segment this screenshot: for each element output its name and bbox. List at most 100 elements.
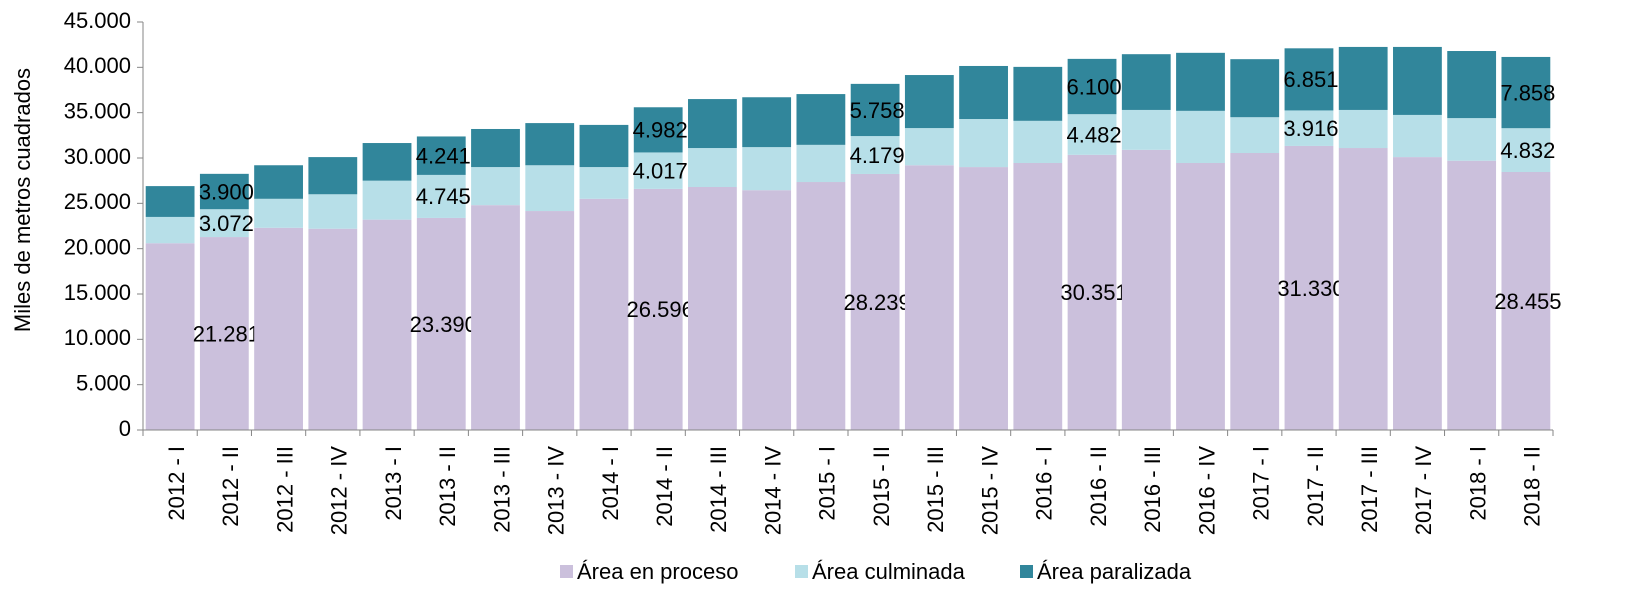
bar-segment: [959, 65, 1008, 120]
data-label: 3.916: [1283, 116, 1338, 141]
bar-segment: [471, 128, 520, 168]
y-tick-label: 30.000: [64, 144, 131, 169]
bar-segment: [525, 165, 575, 212]
bar-segment: [199, 173, 249, 210]
x-tick-label: 2013 - I: [381, 446, 406, 521]
bar-segment: [1121, 54, 1171, 110]
bar-segment: [525, 123, 575, 166]
bar-segment: [471, 167, 520, 206]
bar-segment: [199, 209, 249, 238]
x-tick-label: 2016 - II: [1086, 446, 1111, 527]
bar-segment: [254, 227, 303, 430]
x-tick-label: 2014 - III: [706, 446, 731, 533]
bar-segment: [145, 243, 195, 430]
bar-segment: [1284, 48, 1334, 111]
data-label: 3.072: [199, 211, 254, 236]
data-label: 5.758: [850, 98, 905, 123]
bar-segment: [1501, 172, 1551, 430]
bar-segment: [688, 187, 737, 430]
bar-segment: [742, 97, 792, 148]
bar-segment: [1501, 56, 1551, 129]
legend-swatch: [560, 565, 573, 578]
bar-segment: [796, 94, 846, 145]
bar-segment: [1447, 160, 1497, 430]
bar-segment: [362, 143, 412, 181]
bar-segment: [796, 144, 846, 183]
data-label: 28.455: [1494, 289, 1561, 314]
x-tick-label: 2014 - II: [652, 446, 677, 527]
bar-segment: [633, 152, 683, 189]
bar-segment: [525, 211, 575, 430]
data-label: 6.851: [1283, 67, 1338, 92]
bar-segment: [1501, 128, 1551, 173]
legend-label: Área paralizada: [1037, 559, 1192, 584]
x-tick-label: 2016 - I: [1032, 446, 1057, 521]
bar-segment: [1338, 109, 1388, 149]
y-tick-label: 25.000: [64, 189, 131, 214]
bar-segment: [1230, 117, 1280, 154]
bar-segment: [742, 147, 792, 191]
x-tick-label: 2018 - I: [1465, 446, 1490, 521]
bar-segment: [1393, 114, 1442, 158]
bar-segment: [850, 136, 900, 174]
y-tick-label: 20.000: [64, 234, 131, 259]
bar-segment: [1121, 149, 1171, 430]
y-tick-label: 45.000: [64, 8, 131, 33]
bar-segment: [416, 136, 466, 175]
data-label: 6.100: [1067, 74, 1122, 99]
x-tick-label: 2015 - II: [869, 446, 894, 527]
y-tick-label: 10.000: [64, 325, 131, 350]
bar-segment: [688, 99, 737, 149]
legend-swatch: [1020, 565, 1033, 578]
y-tick-label: 0: [119, 416, 131, 441]
bar-segment: [416, 217, 466, 430]
bar-segment: [1284, 145, 1334, 430]
bar-segment: [308, 194, 358, 229]
x-tick-label: 2013 - II: [435, 446, 460, 527]
bar-segment: [579, 198, 629, 430]
bar-segment: [904, 128, 954, 166]
bar-segment: [1393, 157, 1442, 431]
bar-segment: [1013, 162, 1063, 430]
bar-segment: [579, 124, 629, 168]
legend-label: Área culminada: [812, 559, 966, 584]
data-label: 28.239: [843, 290, 910, 315]
bar-segment: [850, 173, 900, 430]
x-tick-label: 2012 - I: [164, 446, 189, 521]
bar-segment: [1176, 52, 1225, 111]
x-tick-label: 2017 - II: [1303, 446, 1328, 527]
bar-segment: [904, 75, 954, 129]
bar-segment: [362, 219, 412, 430]
data-label: 21.281: [193, 321, 260, 346]
x-tick-label: 2014 - I: [598, 446, 623, 521]
data-label: 4.482: [1067, 122, 1122, 147]
bar-segment: [1284, 110, 1334, 146]
bar-segment: [254, 198, 303, 228]
bar-segment: [1230, 153, 1280, 430]
x-tick-label: 2015 - IV: [977, 446, 1002, 536]
data-label: 4.832: [1500, 138, 1555, 163]
x-tick-label: 2015 - III: [923, 446, 948, 533]
x-tick-label: 2012 - II: [218, 446, 243, 527]
bar-segment: [1067, 154, 1117, 430]
legend-swatch: [795, 565, 808, 578]
bar-segment: [1176, 110, 1225, 163]
bar-segment: [742, 190, 792, 430]
data-label: 23.390: [410, 312, 477, 337]
y-tick-label: 35.000: [64, 98, 131, 123]
y-tick-label: 15.000: [64, 280, 131, 305]
x-tick-label: 2017 - III: [1357, 446, 1382, 533]
bar-segment: [579, 167, 629, 199]
bar-segment: [1176, 162, 1225, 430]
bar-segment: [1067, 58, 1117, 115]
data-label: 31.330: [1277, 276, 1344, 301]
legend-label: Área en proceso: [577, 559, 738, 584]
bar-segment: [633, 107, 683, 153]
bar-segment: [1338, 148, 1388, 430]
bar-segment: [796, 182, 846, 430]
data-label: 4.241: [416, 143, 471, 168]
bar-segment: [362, 180, 412, 220]
bar-segment: [959, 167, 1008, 431]
bar-segment: [850, 83, 900, 137]
